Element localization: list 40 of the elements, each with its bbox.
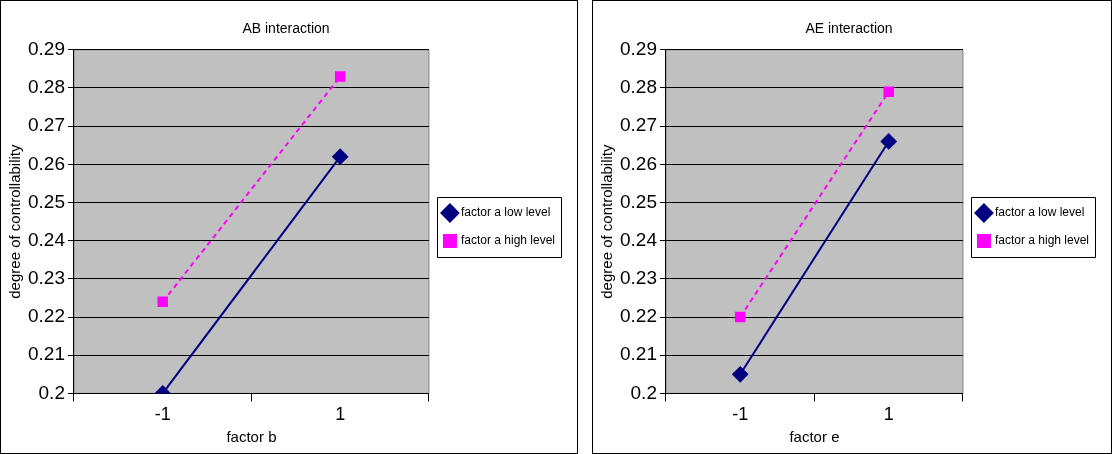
chart-title: AB interaction bbox=[242, 20, 330, 37]
y-tick-label: 0.23 bbox=[620, 267, 657, 289]
point bbox=[883, 86, 894, 98]
y-tick-label: 0.25 bbox=[620, 190, 657, 212]
legend-label: factor a low level bbox=[460, 205, 551, 220]
y-tick-label: 0.28 bbox=[620, 76, 657, 98]
legend-label: factor a high level bbox=[994, 233, 1090, 248]
y-axis-title: degree of controllability bbox=[598, 143, 616, 299]
legend-label: factor a high level bbox=[460, 233, 556, 248]
y-tick-label: 0.22 bbox=[28, 305, 65, 327]
y-tick-label: 0.29 bbox=[620, 38, 657, 60]
point bbox=[732, 366, 749, 383]
y-axis-title: degree of controllability bbox=[6, 143, 24, 299]
y-tick-label: 0.29 bbox=[28, 38, 65, 60]
y-tick-label: 0.23 bbox=[28, 267, 65, 289]
x-tick-label: 1 bbox=[883, 404, 894, 425]
chart-title: AE interaction bbox=[805, 20, 893, 37]
y-tick-label: 0.27 bbox=[620, 114, 657, 136]
y-tick-label: 0.28 bbox=[28, 76, 65, 98]
y-tick-label: 0.22 bbox=[620, 305, 657, 327]
y-tick-label: 0.24 bbox=[28, 228, 66, 250]
point bbox=[334, 71, 346, 82]
x-axis-title: factor b bbox=[226, 428, 277, 446]
y-tick-label: 0.24 bbox=[620, 228, 658, 250]
y-tick-label: 0.2 bbox=[630, 381, 657, 403]
y-tick-label: 0.21 bbox=[620, 343, 657, 365]
y-tick-label: 0.26 bbox=[28, 152, 65, 174]
point bbox=[880, 133, 897, 150]
point bbox=[332, 148, 349, 165]
y-tick-label: 0.2 bbox=[38, 381, 65, 403]
y-tick-label: 0.25 bbox=[28, 190, 65, 212]
x-axis-title: factor e bbox=[789, 428, 840, 446]
x-tick-label: -1 bbox=[732, 404, 749, 425]
point bbox=[734, 311, 746, 323]
y-tick-label: 0.21 bbox=[28, 343, 65, 365]
y-tick-label: 0.26 bbox=[620, 152, 657, 174]
legend-label: factor a low level bbox=[994, 205, 1085, 220]
x-tick-label: 1 bbox=[335, 404, 346, 425]
y-tick-label: 0.27 bbox=[28, 114, 65, 136]
x-tick-label: -1 bbox=[154, 404, 171, 425]
